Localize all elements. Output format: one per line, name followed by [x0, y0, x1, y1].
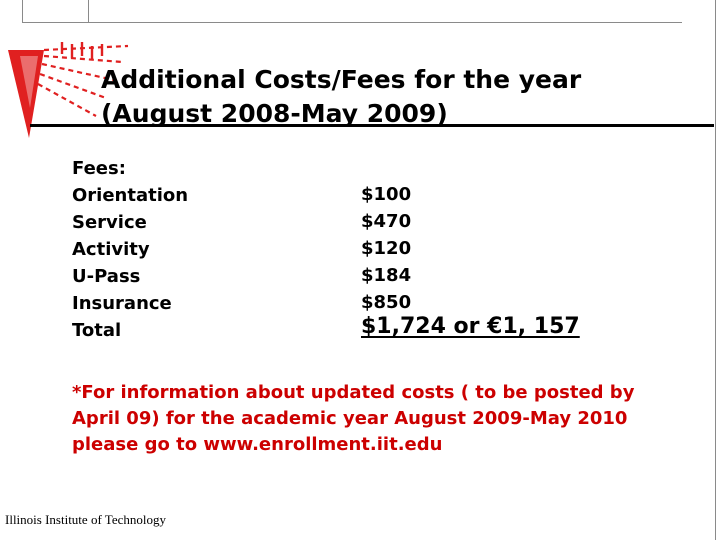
fee-labels: Fees: Orientation Service Activity U-Pas… [72, 155, 188, 317]
note-line-2: April 09) for the academic year August 2… [72, 408, 628, 429]
fee-label-service: Service [72, 212, 147, 233]
title-underline [30, 124, 714, 127]
fee-label-upass: U-Pass [72, 266, 141, 287]
frame-line-top [22, 0, 23, 22]
total-value: $1,724 or €1, 157 [361, 314, 580, 339]
frame-line-right [715, 0, 716, 540]
frame-line-top-right [88, 0, 89, 22]
fees-header: Fees: [72, 158, 126, 179]
fee-values: $100 $470 $120 $184 $850 [361, 181, 411, 316]
note-line-1: *For information about updated costs ( t… [72, 382, 635, 403]
title-line-2: (August 2008-May 2009) [101, 99, 448, 128]
fee-label-activity: Activity [72, 239, 150, 260]
fee-label-orientation: Orientation [72, 185, 189, 206]
fee-value-insurance: $850 [361, 292, 412, 313]
fee-value-service: $470 [361, 211, 412, 232]
total-label: Total [72, 320, 122, 341]
update-note: *For information about updated costs ( t… [72, 380, 672, 458]
note-line-3: please go to www.enrollment.iit.edu [72, 434, 443, 455]
fee-value-orientation: $100 [361, 184, 412, 205]
iit-logo-icon [8, 42, 129, 138]
fee-value-activity: $120 [361, 238, 412, 259]
frame-line-top-horizontal [22, 22, 682, 23]
footer-institution: Illinois Institute of Technology [5, 512, 166, 527]
slide-title: Additional Costs/Fees for the year (Augu… [101, 63, 581, 131]
fee-value-upass: $184 [361, 265, 412, 286]
fee-label-insurance: Insurance [72, 293, 172, 314]
title-line-1: Additional Costs/Fees for the year [101, 65, 582, 94]
